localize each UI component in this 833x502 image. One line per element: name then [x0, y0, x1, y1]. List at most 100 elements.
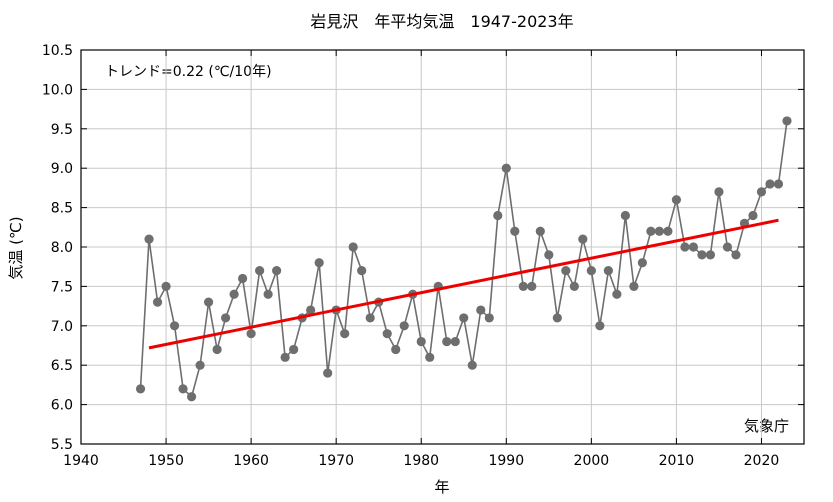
data-point	[671, 195, 682, 205]
data-point	[416, 336, 426, 347]
x-tick-label: 1960	[233, 453, 269, 469]
data-point	[263, 289, 273, 299]
x-tick-label: 2000	[574, 453, 610, 469]
data-point	[135, 384, 146, 394]
y-tick-label: 8.5	[51, 201, 73, 217]
data-point	[255, 266, 265, 276]
y-tick-label: 6.0	[51, 398, 73, 414]
data-point	[178, 384, 188, 394]
data-point	[144, 234, 154, 244]
data-point	[272, 266, 282, 276]
data-point	[476, 305, 486, 315]
y-tick-label: 7.0	[51, 319, 73, 335]
data-point	[654, 226, 665, 236]
data-point	[169, 321, 180, 331]
data-point	[688, 242, 699, 252]
data-point	[340, 329, 350, 339]
data-point	[705, 250, 716, 260]
data-point	[629, 281, 639, 291]
data-point	[289, 344, 299, 355]
chart-title: 岩見沢 年平均気温 1947-2023年	[310, 12, 573, 31]
data-point	[756, 187, 767, 197]
data-series	[135, 116, 792, 402]
data-point	[152, 297, 163, 307]
x-axis-label: 年	[434, 478, 449, 496]
data-point	[748, 210, 758, 221]
data-point	[722, 242, 733, 252]
data-point	[697, 250, 707, 260]
data-point	[348, 242, 358, 252]
x-tick-label: 1940	[63, 453, 99, 469]
y-tick-label: 7.5	[51, 279, 73, 295]
data-point	[731, 250, 741, 260]
data-point	[680, 242, 690, 252]
y-axis-label: 気温 (℃)	[7, 216, 25, 279]
trend-line	[148, 218, 779, 350]
trend-annotation: トレンド=0.22 (℃/10年)	[105, 64, 272, 80]
data-point	[203, 297, 214, 307]
source-credit: 気象庁	[744, 417, 789, 435]
data-point	[221, 313, 231, 323]
y-tick-label: 10.0	[42, 82, 73, 98]
data-point	[314, 258, 324, 268]
data-point	[501, 163, 511, 173]
data-point	[186, 392, 197, 402]
y-tick-label: 8.0	[51, 240, 73, 256]
data-point	[450, 336, 460, 347]
x-tick-label: 2020	[744, 453, 780, 469]
y-tick-label: 10.5	[42, 43, 73, 59]
data-point	[510, 226, 520, 236]
data-point	[578, 234, 588, 244]
data-point	[765, 179, 775, 189]
data-point	[586, 266, 596, 276]
data-point	[595, 321, 605, 331]
data-point	[612, 289, 622, 299]
x-tick-label: 1950	[148, 453, 184, 469]
data-point	[552, 313, 562, 323]
data-point	[535, 226, 545, 236]
data-point	[561, 266, 571, 276]
data-point	[603, 266, 613, 276]
data-point	[527, 281, 537, 291]
y-tick-label: 6.5	[51, 358, 73, 374]
data-point	[357, 266, 367, 276]
data-point	[212, 344, 222, 355]
y-tick-label: 9.5	[51, 122, 73, 138]
axes	[80, 49, 805, 445]
data-point	[459, 313, 469, 323]
data-point	[161, 281, 171, 291]
data-point	[646, 226, 656, 236]
data-point	[544, 250, 554, 260]
data-point	[280, 352, 290, 362]
y-tick-label: 9.0	[51, 161, 73, 177]
data-point	[663, 226, 673, 236]
gridlines	[81, 50, 804, 444]
x-tick-label: 2010	[659, 453, 695, 469]
data-point	[425, 352, 435, 362]
tick-labels: 5.5 6.0 6.5 7.0 7.5 8.0 8.5 9.0 9.5 10.0 10.5 1940 1…	[42, 43, 779, 469]
x-tick-label: 1990	[488, 453, 524, 469]
data-point	[382, 329, 392, 339]
x-tick-label: 1980	[403, 453, 439, 469]
data-point	[484, 313, 494, 323]
data-point	[442, 336, 452, 347]
data-point	[306, 305, 316, 315]
data-point	[569, 281, 579, 291]
data-point	[399, 321, 409, 331]
data-point	[518, 281, 528, 291]
data-point	[773, 179, 784, 189]
data-point	[637, 258, 647, 268]
data-point	[323, 368, 333, 378]
data-point	[365, 313, 375, 323]
data-point	[714, 187, 724, 197]
annual-temperature-line	[139, 120, 788, 399]
plot-frame	[80, 49, 805, 445]
data-point	[246, 329, 256, 339]
data-point	[493, 210, 503, 221]
data-point	[195, 360, 205, 370]
data-point	[238, 273, 248, 284]
data-point	[620, 210, 630, 221]
data-point	[229, 289, 239, 299]
